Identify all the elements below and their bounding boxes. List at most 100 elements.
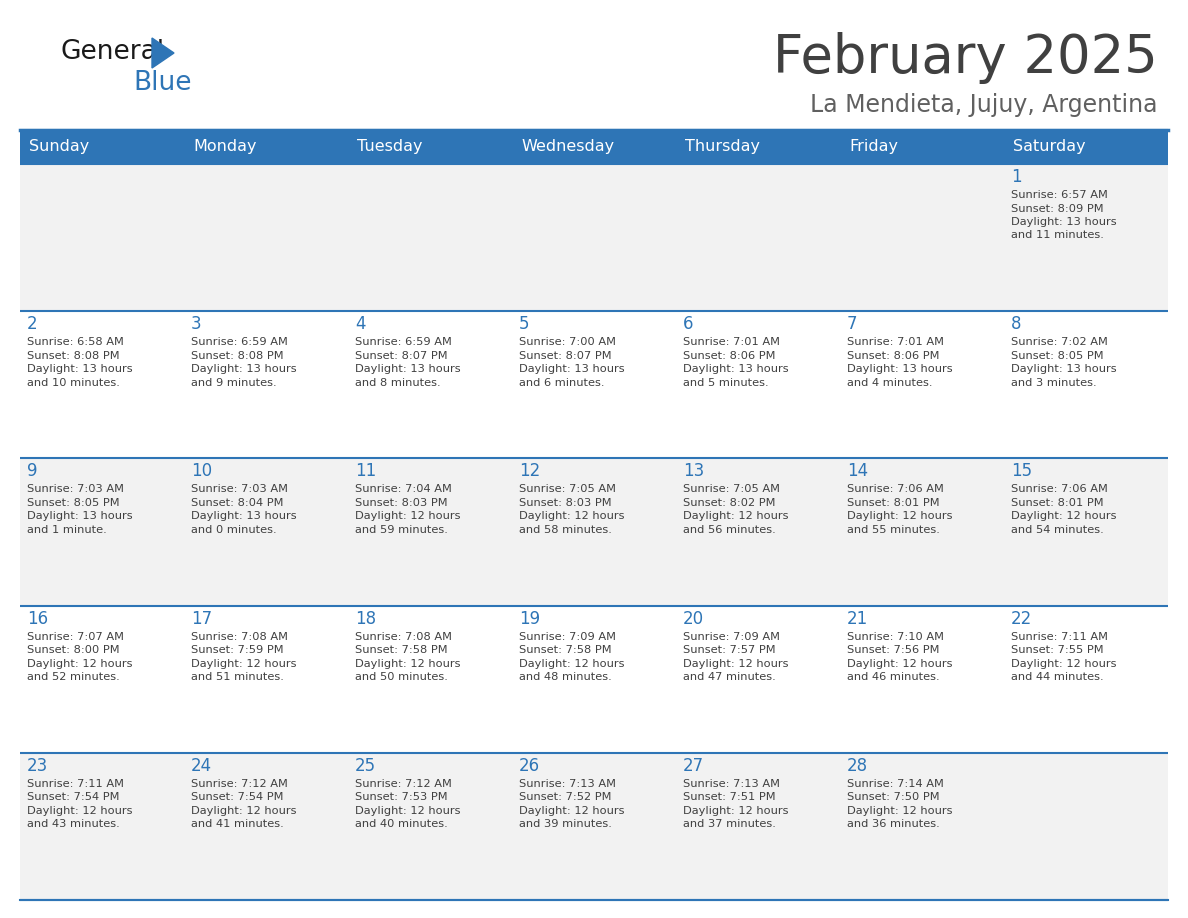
Text: 10: 10 bbox=[191, 463, 213, 480]
Text: and 36 minutes.: and 36 minutes. bbox=[847, 819, 940, 829]
Text: Sunset: 8:05 PM: Sunset: 8:05 PM bbox=[1011, 351, 1104, 361]
Text: Sunrise: 7:11 AM: Sunrise: 7:11 AM bbox=[1011, 632, 1108, 642]
Text: Daylight: 13 hours: Daylight: 13 hours bbox=[519, 364, 625, 375]
Bar bbox=[840, 606, 1004, 753]
Text: 27: 27 bbox=[683, 756, 704, 775]
Text: Daylight: 13 hours: Daylight: 13 hours bbox=[27, 364, 133, 375]
Text: Sunrise: 6:58 AM: Sunrise: 6:58 AM bbox=[27, 337, 124, 347]
Text: Sunrise: 7:11 AM: Sunrise: 7:11 AM bbox=[27, 778, 124, 789]
Bar bbox=[348, 130, 512, 164]
Bar bbox=[184, 458, 348, 606]
Text: Sunrise: 7:01 AM: Sunrise: 7:01 AM bbox=[847, 337, 944, 347]
Text: Daylight: 12 hours: Daylight: 12 hours bbox=[847, 511, 953, 521]
Bar bbox=[676, 164, 840, 311]
Text: and 44 minutes.: and 44 minutes. bbox=[1011, 672, 1104, 682]
Text: Daylight: 12 hours: Daylight: 12 hours bbox=[1011, 658, 1117, 668]
Text: Sunset: 7:51 PM: Sunset: 7:51 PM bbox=[683, 792, 776, 802]
Text: Sunset: 7:54 PM: Sunset: 7:54 PM bbox=[191, 792, 284, 802]
Bar bbox=[1004, 164, 1168, 311]
Text: 21: 21 bbox=[847, 610, 868, 628]
Bar bbox=[20, 753, 184, 900]
Text: Daylight: 12 hours: Daylight: 12 hours bbox=[355, 511, 461, 521]
Text: and 6 minutes.: and 6 minutes. bbox=[519, 377, 605, 387]
Text: and 43 minutes.: and 43 minutes. bbox=[27, 819, 120, 829]
Text: Sunrise: 7:08 AM: Sunrise: 7:08 AM bbox=[191, 632, 287, 642]
Bar bbox=[20, 130, 184, 164]
Text: Daylight: 12 hours: Daylight: 12 hours bbox=[683, 511, 789, 521]
Text: Sunrise: 7:09 AM: Sunrise: 7:09 AM bbox=[683, 632, 781, 642]
Bar bbox=[840, 164, 1004, 311]
Text: and 4 minutes.: and 4 minutes. bbox=[847, 377, 933, 387]
Text: Sunrise: 7:08 AM: Sunrise: 7:08 AM bbox=[355, 632, 451, 642]
Bar bbox=[20, 164, 184, 311]
Text: and 39 minutes.: and 39 minutes. bbox=[519, 819, 612, 829]
Bar bbox=[184, 130, 348, 164]
Text: Sunrise: 7:06 AM: Sunrise: 7:06 AM bbox=[847, 485, 944, 495]
Text: Sunrise: 6:59 AM: Sunrise: 6:59 AM bbox=[191, 337, 287, 347]
Text: and 0 minutes.: and 0 minutes. bbox=[191, 525, 277, 535]
Text: Sunrise: 7:03 AM: Sunrise: 7:03 AM bbox=[191, 485, 287, 495]
Text: Sunrise: 7:09 AM: Sunrise: 7:09 AM bbox=[519, 632, 617, 642]
Bar bbox=[840, 458, 1004, 606]
Text: Sunrise: 7:12 AM: Sunrise: 7:12 AM bbox=[355, 778, 451, 789]
Text: Sunset: 8:00 PM: Sunset: 8:00 PM bbox=[27, 645, 120, 655]
Text: 6: 6 bbox=[683, 315, 694, 333]
Text: Sunrise: 7:06 AM: Sunrise: 7:06 AM bbox=[1011, 485, 1108, 495]
Text: and 3 minutes.: and 3 minutes. bbox=[1011, 377, 1097, 387]
Text: Sunrise: 7:13 AM: Sunrise: 7:13 AM bbox=[683, 778, 781, 789]
Bar bbox=[20, 311, 184, 458]
Text: 22: 22 bbox=[1011, 610, 1032, 628]
Text: Sunset: 7:58 PM: Sunset: 7:58 PM bbox=[519, 645, 612, 655]
Text: Sunset: 7:57 PM: Sunset: 7:57 PM bbox=[683, 645, 776, 655]
Text: Sunset: 7:58 PM: Sunset: 7:58 PM bbox=[355, 645, 448, 655]
Text: Daylight: 13 hours: Daylight: 13 hours bbox=[1011, 364, 1117, 375]
Text: and 37 minutes.: and 37 minutes. bbox=[683, 819, 776, 829]
Text: Daylight: 12 hours: Daylight: 12 hours bbox=[683, 658, 789, 668]
Polygon shape bbox=[152, 38, 173, 68]
Text: Sunday: Sunday bbox=[29, 140, 89, 154]
Text: Sunset: 8:08 PM: Sunset: 8:08 PM bbox=[191, 351, 284, 361]
Text: and 10 minutes.: and 10 minutes. bbox=[27, 377, 120, 387]
Bar bbox=[676, 606, 840, 753]
Text: February 2025: February 2025 bbox=[773, 32, 1158, 84]
Text: Daylight: 13 hours: Daylight: 13 hours bbox=[683, 364, 789, 375]
Text: Daylight: 13 hours: Daylight: 13 hours bbox=[191, 511, 297, 521]
Text: Sunset: 8:09 PM: Sunset: 8:09 PM bbox=[1011, 204, 1104, 214]
Bar bbox=[1004, 458, 1168, 606]
Text: Sunset: 8:08 PM: Sunset: 8:08 PM bbox=[27, 351, 120, 361]
Text: Sunrise: 7:04 AM: Sunrise: 7:04 AM bbox=[355, 485, 451, 495]
Bar bbox=[184, 164, 348, 311]
Text: and 47 minutes.: and 47 minutes. bbox=[683, 672, 776, 682]
Text: 17: 17 bbox=[191, 610, 213, 628]
Text: Daylight: 13 hours: Daylight: 13 hours bbox=[27, 511, 133, 521]
Bar bbox=[348, 311, 512, 458]
Bar bbox=[1004, 311, 1168, 458]
Text: Daylight: 12 hours: Daylight: 12 hours bbox=[27, 658, 133, 668]
Text: and 41 minutes.: and 41 minutes. bbox=[191, 819, 284, 829]
Text: Sunset: 7:54 PM: Sunset: 7:54 PM bbox=[27, 792, 120, 802]
Text: and 55 minutes.: and 55 minutes. bbox=[847, 525, 940, 535]
Text: Sunrise: 6:59 AM: Sunrise: 6:59 AM bbox=[355, 337, 451, 347]
Text: Daylight: 12 hours: Daylight: 12 hours bbox=[519, 806, 625, 816]
Text: and 5 minutes.: and 5 minutes. bbox=[683, 377, 769, 387]
Text: and 50 minutes.: and 50 minutes. bbox=[355, 672, 448, 682]
Text: Daylight: 12 hours: Daylight: 12 hours bbox=[355, 806, 461, 816]
Bar bbox=[840, 753, 1004, 900]
Text: Sunset: 8:04 PM: Sunset: 8:04 PM bbox=[191, 498, 284, 508]
Text: 5: 5 bbox=[519, 315, 530, 333]
Text: 18: 18 bbox=[355, 610, 377, 628]
Text: Sunset: 7:52 PM: Sunset: 7:52 PM bbox=[519, 792, 612, 802]
Text: 13: 13 bbox=[683, 463, 704, 480]
Text: Daylight: 12 hours: Daylight: 12 hours bbox=[847, 658, 953, 668]
Text: and 9 minutes.: and 9 minutes. bbox=[191, 377, 277, 387]
Text: Daylight: 13 hours: Daylight: 13 hours bbox=[355, 364, 461, 375]
Text: 24: 24 bbox=[191, 756, 213, 775]
Text: Sunset: 7:53 PM: Sunset: 7:53 PM bbox=[355, 792, 448, 802]
Bar bbox=[348, 606, 512, 753]
Text: Sunset: 7:59 PM: Sunset: 7:59 PM bbox=[191, 645, 284, 655]
Text: Sunrise: 6:57 AM: Sunrise: 6:57 AM bbox=[1011, 190, 1108, 200]
Bar bbox=[512, 753, 676, 900]
Text: Sunrise: 7:14 AM: Sunrise: 7:14 AM bbox=[847, 778, 944, 789]
Text: 14: 14 bbox=[847, 463, 868, 480]
Text: Daylight: 12 hours: Daylight: 12 hours bbox=[355, 658, 461, 668]
